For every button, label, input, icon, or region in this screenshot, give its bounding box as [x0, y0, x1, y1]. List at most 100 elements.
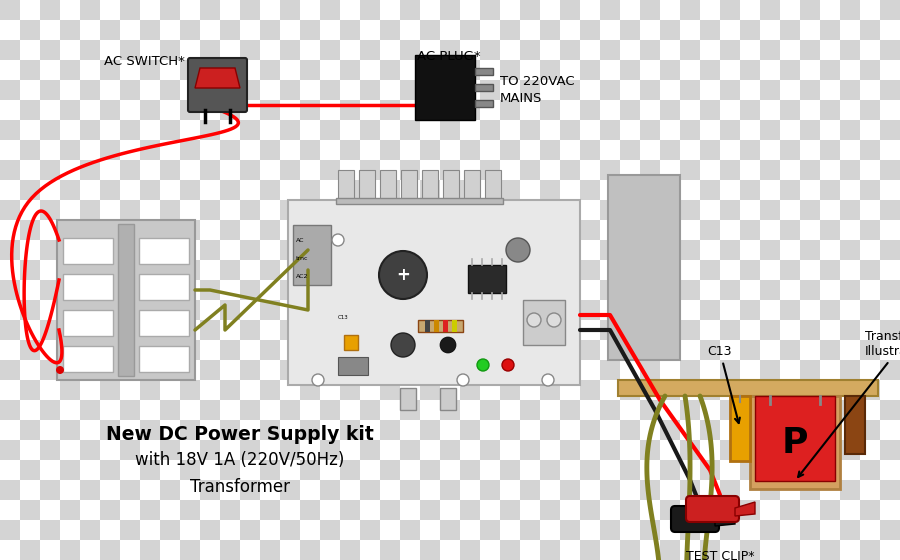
Bar	[320, 340, 340, 360]
Bar	[560, 20, 580, 40]
Text: TEST CLIP*: TEST CLIP*	[686, 550, 754, 560]
Bar	[300, 140, 320, 160]
Bar	[140, 180, 160, 200]
Bar	[57, 220, 195, 380]
Bar	[700, 480, 720, 500]
Bar	[200, 180, 220, 200]
Bar	[360, 360, 380, 380]
Text: TO 220VAC
MAINS: TO 220VAC MAINS	[500, 75, 574, 105]
Bar	[300, 240, 320, 260]
Bar	[60, 140, 80, 160]
Bar	[320, 220, 340, 240]
Bar	[180, 300, 200, 320]
Bar	[320, 400, 340, 420]
Bar	[20, 320, 40, 340]
Bar	[500, 100, 520, 120]
Bar	[400, 220, 420, 240]
Bar	[480, 100, 500, 120]
Bar	[560, 280, 580, 300]
Bar	[860, 20, 880, 40]
Bar	[40, 240, 60, 260]
Bar	[60, 420, 80, 440]
Bar	[640, 360, 660, 380]
Bar	[760, 260, 780, 280]
Bar	[180, 420, 200, 440]
Bar	[520, 60, 540, 80]
Bar	[400, 420, 420, 440]
Bar	[200, 460, 220, 480]
Bar	[300, 300, 320, 320]
Bar	[700, 120, 720, 140]
Bar	[300, 360, 320, 380]
Bar	[140, 300, 160, 320]
Bar	[820, 500, 840, 520]
Bar	[720, 360, 740, 380]
Bar	[200, 240, 220, 260]
Bar	[740, 400, 760, 420]
Bar	[520, 280, 540, 300]
Bar	[620, 260, 640, 280]
Bar	[180, 280, 200, 300]
Bar	[740, 40, 760, 60]
Bar	[840, 200, 860, 220]
Text: New DC Power Supply kit: New DC Power Supply kit	[106, 426, 374, 445]
Bar	[420, 320, 440, 340]
Bar	[560, 240, 580, 260]
Bar	[540, 240, 560, 260]
Bar	[280, 400, 300, 420]
Bar	[400, 480, 420, 500]
Circle shape	[440, 337, 456, 353]
Bar	[240, 460, 260, 480]
Bar	[0, 380, 20, 400]
Bar	[40, 80, 60, 100]
Bar	[320, 280, 340, 300]
Bar	[620, 240, 640, 260]
Bar	[780, 260, 800, 280]
Bar	[620, 460, 640, 480]
Bar	[160, 400, 180, 420]
Bar	[640, 500, 660, 520]
Bar	[418, 320, 463, 332]
Bar	[700, 100, 720, 120]
Bar	[620, 220, 640, 240]
Bar	[0, 520, 20, 540]
Bar	[620, 40, 640, 60]
Bar	[20, 140, 40, 160]
Bar	[80, 480, 100, 500]
Bar	[80, 380, 100, 400]
Bar	[220, 40, 240, 60]
Bar	[180, 540, 200, 560]
Bar	[0, 360, 20, 380]
Bar	[440, 260, 460, 280]
Bar	[359, 170, 375, 200]
Bar	[220, 380, 240, 400]
Bar	[860, 120, 880, 140]
Bar	[580, 380, 600, 400]
Bar	[720, 40, 740, 60]
Bar	[680, 60, 700, 80]
Bar	[160, 280, 180, 300]
Bar	[660, 380, 680, 400]
Bar	[820, 180, 840, 200]
Polygon shape	[735, 502, 755, 516]
Bar	[600, 420, 620, 440]
Bar	[20, 20, 40, 40]
Bar	[720, 440, 740, 460]
Bar	[160, 120, 180, 140]
Bar	[300, 420, 320, 440]
Bar	[480, 320, 500, 340]
Bar	[340, 500, 360, 520]
Bar	[820, 120, 840, 140]
Bar	[460, 260, 480, 280]
Bar	[720, 260, 740, 280]
Bar	[280, 340, 300, 360]
Bar	[440, 80, 460, 100]
Bar	[640, 440, 660, 460]
Bar	[40, 500, 60, 520]
Bar	[500, 500, 520, 520]
Bar	[600, 140, 620, 160]
Bar	[0, 460, 20, 480]
Bar	[60, 540, 80, 560]
Bar	[480, 460, 500, 480]
Bar	[40, 380, 60, 400]
